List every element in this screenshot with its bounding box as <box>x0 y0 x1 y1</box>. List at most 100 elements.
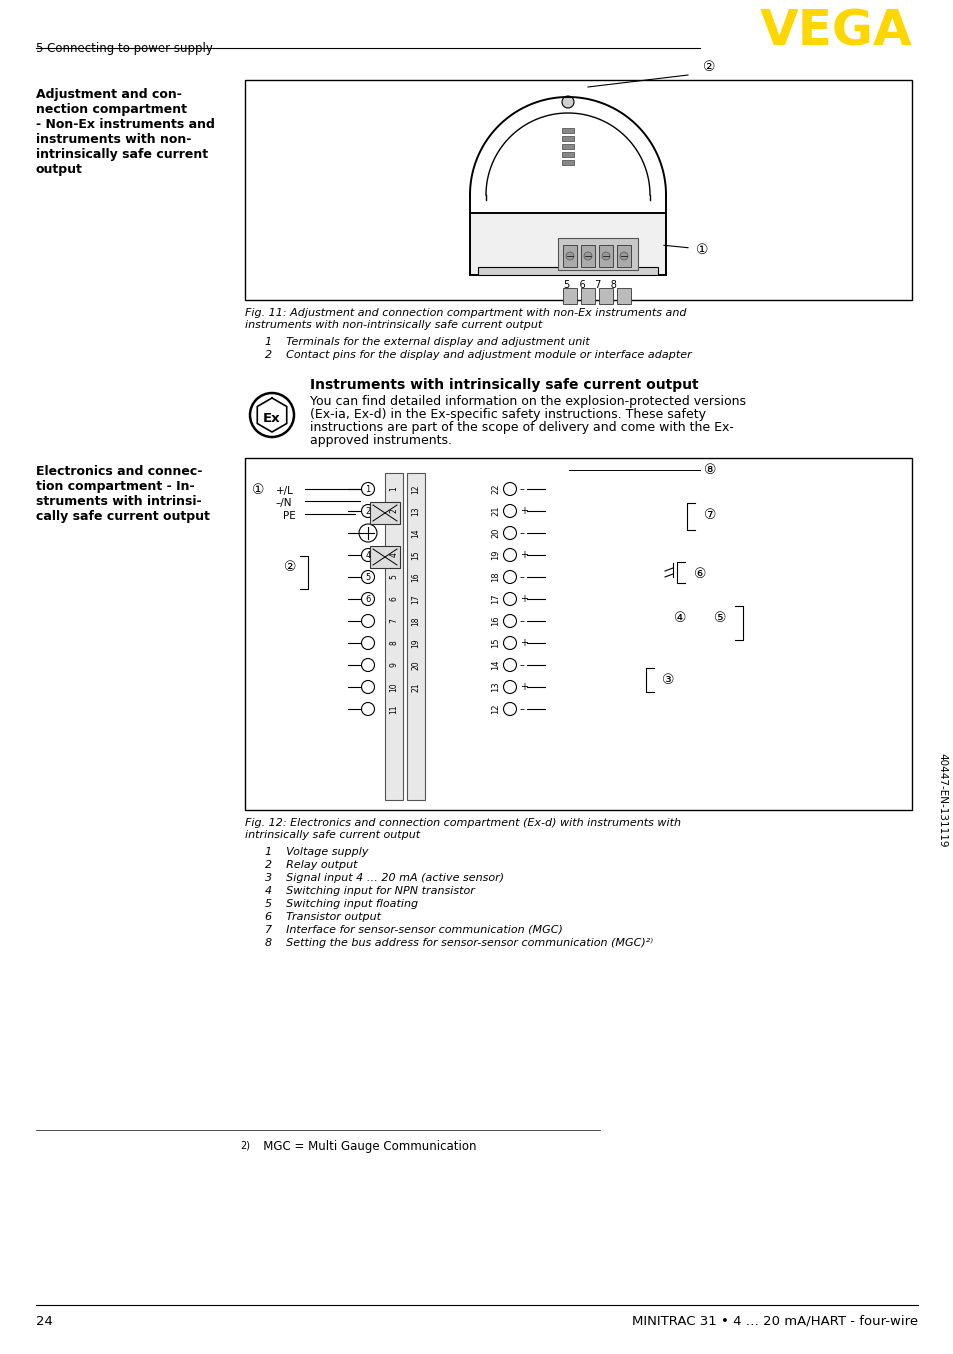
Text: instructions are part of the scope of delivery and come with the Ex-: instructions are part of the scope of de… <box>310 421 733 435</box>
Circle shape <box>503 593 516 605</box>
Text: (Ex-ia, Ex-d) in the Ex-specific safety instructions. These safety: (Ex-ia, Ex-d) in the Ex-specific safety … <box>310 408 705 421</box>
Circle shape <box>361 482 375 496</box>
Bar <box>561 144 574 149</box>
Bar <box>598 245 613 267</box>
Bar <box>561 152 574 157</box>
Circle shape <box>503 703 516 715</box>
Text: 7    Interface for sensor-sensor communication (MGC): 7 Interface for sensor-sensor communicat… <box>265 925 562 936</box>
Text: 8: 8 <box>389 640 398 646</box>
Text: ②: ② <box>283 561 296 574</box>
Text: 5: 5 <box>389 574 398 580</box>
Circle shape <box>503 570 516 584</box>
Text: MINITRAC 31 • 4 … 20 mA/HART - four-wire: MINITRAC 31 • 4 … 20 mA/HART - four-wire <box>631 1315 917 1328</box>
Circle shape <box>358 524 376 542</box>
Text: 12: 12 <box>491 704 499 715</box>
Circle shape <box>361 681 375 693</box>
Text: 2    Relay output: 2 Relay output <box>265 860 357 871</box>
Text: 1    Voltage supply: 1 Voltage supply <box>265 848 368 857</box>
Text: 1    Terminals for the external display and adjustment unit: 1 Terminals for the external display and… <box>265 337 589 347</box>
Text: –: – <box>519 483 524 494</box>
Text: Electronics and connec-
tion compartment - In-
struments with intrinsi-
cally sa: Electronics and connec- tion compartment… <box>36 464 210 523</box>
Text: 20: 20 <box>411 661 420 670</box>
Text: 19: 19 <box>411 638 420 647</box>
Bar <box>477 267 658 275</box>
Bar <box>617 245 630 267</box>
Text: 13: 13 <box>411 506 420 516</box>
Circle shape <box>503 482 516 496</box>
Circle shape <box>361 593 375 605</box>
Text: Adjustment and con-
nection compartment
- Non-Ex instruments and
instruments wit: Adjustment and con- nection compartment … <box>36 88 214 176</box>
Text: 1: 1 <box>365 485 370 493</box>
Text: +: + <box>519 682 527 692</box>
Text: 4: 4 <box>365 551 370 559</box>
Circle shape <box>503 658 516 672</box>
Circle shape <box>503 527 516 539</box>
Text: 6: 6 <box>389 597 398 601</box>
Text: 12: 12 <box>411 485 420 494</box>
Bar <box>562 288 577 305</box>
Bar <box>580 288 595 305</box>
Bar <box>407 473 424 800</box>
Text: 10: 10 <box>389 682 398 692</box>
Text: ②: ② <box>702 60 715 74</box>
Text: instruments with non-intrinsically safe current output: instruments with non-intrinsically safe … <box>245 320 541 330</box>
Text: 18: 18 <box>411 616 420 626</box>
Text: ⑧: ⑧ <box>703 463 716 477</box>
Text: 1: 1 <box>389 486 398 492</box>
Text: Instruments with intrinsically safe current output: Instruments with intrinsically safe curr… <box>310 378 698 393</box>
Text: 7: 7 <box>389 619 398 623</box>
Text: ①: ① <box>252 483 264 497</box>
Text: +: + <box>519 550 527 561</box>
Bar <box>370 502 399 524</box>
Circle shape <box>503 636 516 650</box>
Text: –: – <box>519 571 524 582</box>
Text: 8    Setting the bus address for sensor-sensor communication (MGC)²⁾: 8 Setting the bus address for sensor-sen… <box>265 938 652 948</box>
Text: 22: 22 <box>491 483 499 494</box>
Text: 14: 14 <box>411 528 420 538</box>
Circle shape <box>361 658 375 672</box>
Text: 18: 18 <box>491 571 499 582</box>
Text: 14: 14 <box>491 659 499 670</box>
Circle shape <box>561 96 574 108</box>
Text: 4: 4 <box>389 552 398 558</box>
Text: 19: 19 <box>491 550 499 561</box>
Text: 5   6   7   8: 5 6 7 8 <box>563 280 617 290</box>
Bar <box>561 135 574 141</box>
Bar <box>385 473 402 800</box>
Bar <box>598 288 613 305</box>
Bar <box>558 238 638 269</box>
Text: ⑦: ⑦ <box>703 508 716 523</box>
Circle shape <box>250 393 294 437</box>
Text: 2: 2 <box>365 506 370 516</box>
Text: 21: 21 <box>491 506 499 516</box>
Text: MGC = Multi Gauge Communication: MGC = Multi Gauge Communication <box>252 1140 476 1154</box>
Text: VEGA: VEGA <box>760 8 912 56</box>
Text: 2    Contact pins for the display and adjustment module or interface adapter: 2 Contact pins for the display and adjus… <box>265 349 691 360</box>
Text: +/L: +/L <box>275 486 294 496</box>
Circle shape <box>361 527 375 539</box>
Text: Ex: Ex <box>263 413 280 425</box>
Text: 24: 24 <box>36 1315 52 1328</box>
Text: 6: 6 <box>365 594 371 604</box>
Text: ③: ③ <box>661 673 674 686</box>
Text: Fig. 12: Electronics and connection compartment (Ex-d) with instruments with: Fig. 12: Electronics and connection comp… <box>245 818 680 829</box>
Text: ①: ① <box>696 242 708 257</box>
Text: 16: 16 <box>411 573 420 582</box>
Text: 6    Transistor output: 6 Transistor output <box>265 913 380 922</box>
Text: 17: 17 <box>411 594 420 604</box>
Bar <box>617 288 630 305</box>
Circle shape <box>361 703 375 715</box>
Text: –: – <box>519 704 524 714</box>
Circle shape <box>503 681 516 693</box>
Text: 9: 9 <box>389 662 398 668</box>
Circle shape <box>503 505 516 517</box>
Text: Fig. 11: Adjustment and connection compartment with non-Ex instruments and: Fig. 11: Adjustment and connection compa… <box>245 307 686 318</box>
Bar <box>561 129 574 133</box>
Circle shape <box>583 252 592 260</box>
Text: intrinsically safe current output: intrinsically safe current output <box>245 830 419 839</box>
Bar <box>470 213 665 275</box>
Text: –: – <box>519 659 524 670</box>
Circle shape <box>503 548 516 562</box>
Text: 2): 2) <box>240 1140 250 1150</box>
Bar <box>561 160 574 165</box>
